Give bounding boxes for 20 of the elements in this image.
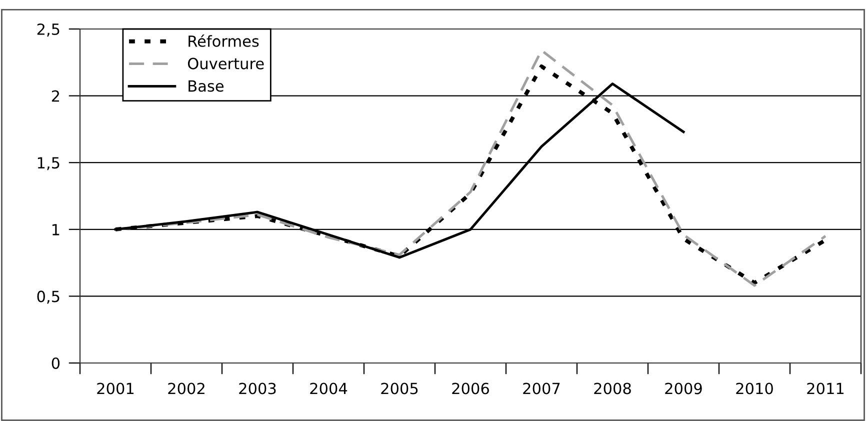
- x-tick-label: 2011: [807, 382, 844, 394]
- x-tick-label: 2004: [310, 382, 348, 394]
- x-tick-label: 2002: [168, 382, 204, 394]
- x-tick-label: 2010: [736, 382, 773, 394]
- legend-label: Réformes: [188, 34, 259, 47]
- y-tick-label: 2: [52, 90, 60, 102]
- legend-label: Base: [188, 80, 224, 92]
- x-tick-label: 2007: [523, 382, 560, 394]
- y-tick-label: 1: [52, 224, 60, 236]
- x-tick-label: 2008: [594, 382, 631, 394]
- x-tick-label: 2005: [381, 382, 418, 394]
- y-tick-label: 0,5: [37, 290, 60, 304]
- y-tick-label: 0: [52, 357, 60, 370]
- x-tick-label: 2003: [239, 382, 276, 394]
- x-tick-label: 2009: [665, 382, 702, 394]
- x-tick-label: 2006: [452, 382, 489, 394]
- y-tick-label: 2,5: [37, 23, 60, 37]
- x-tick-label: 2001: [97, 382, 134, 394]
- legend-label: Ouverture: [188, 58, 264, 70]
- y-tick-label: 1,5: [38, 157, 60, 170]
